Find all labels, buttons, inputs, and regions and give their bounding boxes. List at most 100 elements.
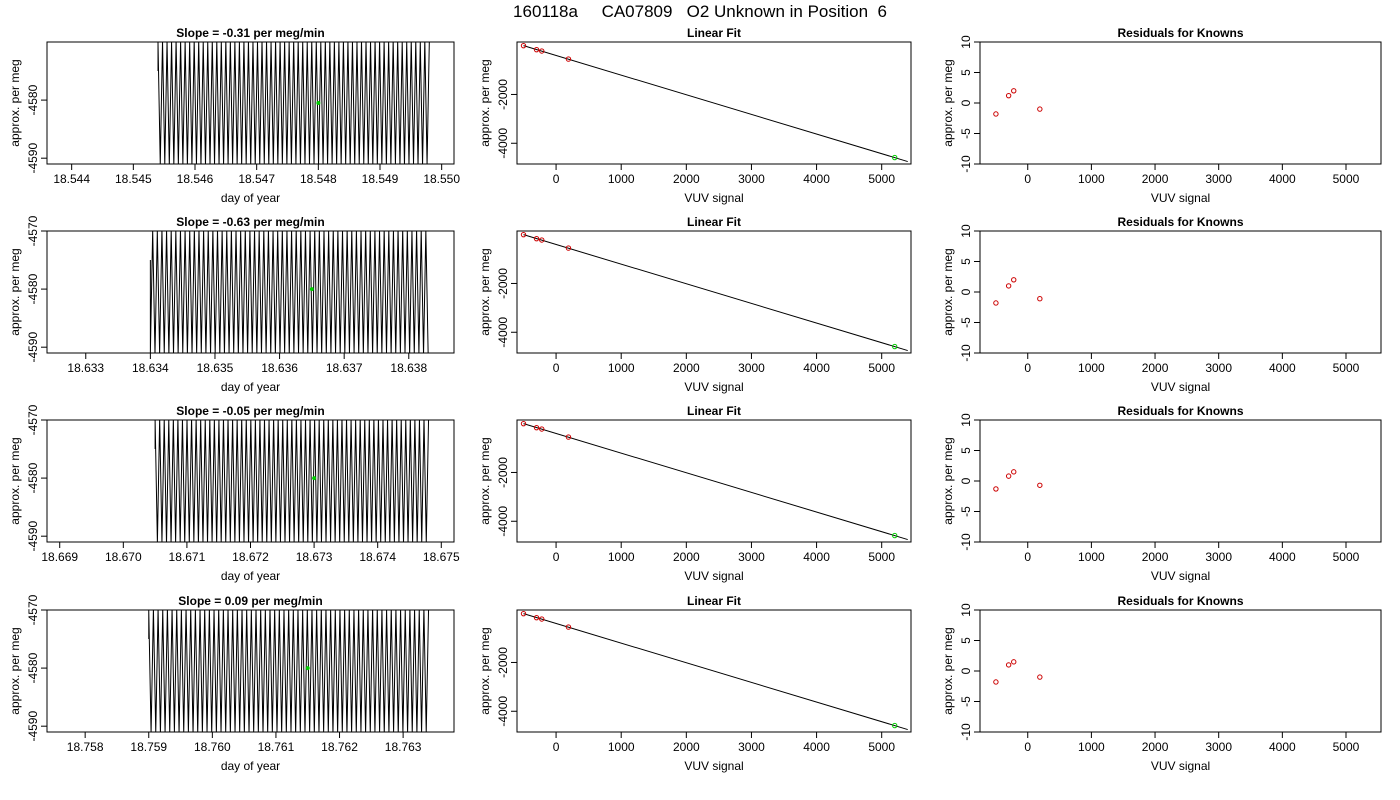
residual-point bbox=[993, 679, 999, 685]
chart-panel-time-series-2: Slope = -0.63 per meg/min 18.633 18.634 18.… bbox=[8, 215, 455, 394]
plot-frame bbox=[979, 41, 1382, 165]
known-point bbox=[533, 614, 540, 621]
x-tick-label: 2000 bbox=[1142, 361, 1169, 375]
highlight-point bbox=[305, 666, 310, 671]
known-point bbox=[539, 426, 545, 432]
x-tick-label: 5000 bbox=[868, 172, 895, 186]
known-point bbox=[539, 237, 545, 243]
residual-point bbox=[1037, 296, 1043, 302]
x-tick-label: 3000 bbox=[738, 740, 765, 754]
y-tick-label: -4580 bbox=[26, 462, 40, 493]
highlight-point bbox=[316, 101, 321, 105]
chart-panel-time-series-1: Slope = -0.31 per meg/min 18.544 18.545 18.… bbox=[8, 26, 460, 205]
panel-title: Slope = -0.05 per meg/min bbox=[176, 404, 324, 418]
x-tick-label: 18.758 bbox=[67, 740, 104, 754]
x-axis-label: day of year bbox=[221, 569, 280, 583]
x-tick-label: 5000 bbox=[1333, 550, 1360, 564]
known-point bbox=[533, 46, 540, 53]
y-axis-label: approx. per meg bbox=[8, 437, 22, 524]
plot-frame bbox=[979, 419, 1382, 543]
known-point bbox=[533, 424, 540, 431]
x-tick-label: 18.762 bbox=[321, 740, 358, 754]
plot-frame bbox=[46, 609, 455, 733]
x-tick-label: 18.633 bbox=[67, 361, 104, 375]
x-tick-label: 1000 bbox=[608, 172, 635, 186]
x-tick-label: 2000 bbox=[673, 361, 700, 375]
x-axis-label: VUV signal bbox=[684, 191, 743, 205]
x-tick-label: 1000 bbox=[608, 740, 635, 754]
known-point bbox=[520, 231, 527, 238]
x-tick-label: 18.635 bbox=[197, 361, 234, 375]
series-trace bbox=[157, 42, 430, 164]
y-tick-label: -4570 bbox=[26, 215, 40, 246]
residual-point bbox=[1005, 662, 1012, 668]
y-tick-label: -5 bbox=[959, 506, 973, 517]
x-tick-label: 2000 bbox=[1142, 740, 1169, 754]
x-tick-label: 1000 bbox=[1078, 740, 1105, 754]
y-tick-label: 0 bbox=[959, 667, 973, 674]
x-tick-label: 0 bbox=[1024, 740, 1031, 754]
fit-line bbox=[523, 45, 908, 163]
y-axis-label: approx. per meg bbox=[941, 59, 955, 146]
y-axis-label: approx. per meg bbox=[941, 627, 955, 714]
x-tick-label: 18.672 bbox=[232, 550, 269, 564]
y-tick-label: -4570 bbox=[26, 404, 40, 435]
x-tick-label: 18.548 bbox=[300, 172, 337, 186]
fit-line bbox=[523, 423, 908, 541]
x-tick-label: 1000 bbox=[1078, 550, 1105, 564]
y-tick-label: 0 bbox=[959, 477, 973, 484]
x-tick-label: 0 bbox=[553, 740, 560, 754]
plot-frame bbox=[46, 41, 455, 165]
y-tick-label: 0 bbox=[959, 99, 973, 106]
residual-point bbox=[993, 486, 999, 492]
x-tick-label: 18.670 bbox=[105, 550, 142, 564]
y-tick-label: -4570 bbox=[26, 594, 40, 625]
highlight-point bbox=[309, 287, 314, 292]
x-tick-label: 2000 bbox=[1142, 172, 1169, 186]
x-tick-label: 18.674 bbox=[359, 550, 396, 564]
x-tick-label: 0 bbox=[1024, 550, 1031, 564]
figure-title: 160118a CA07809 O2 Unknown in Position 6 bbox=[513, 2, 887, 21]
y-tick-label: -4000 bbox=[496, 317, 510, 348]
y-axis-label: approx. per meg bbox=[8, 59, 22, 146]
x-tick-label: 4000 bbox=[1269, 172, 1296, 186]
chart-panel-time-series-3: Slope = -0.05 per meg/min 18.669 18.670 18.… bbox=[8, 404, 460, 583]
x-tick-label: 18.760 bbox=[194, 740, 231, 754]
x-tick-label: 0 bbox=[1024, 172, 1031, 186]
chart-panel-linear-fit-1: Linear Fit 0 1000 2000 3000 4000 5000 -2000 -400… bbox=[478, 26, 912, 205]
x-axis-label: VUV signal bbox=[1151, 759, 1210, 773]
x-tick-label: 4000 bbox=[803, 550, 830, 564]
plot-frame bbox=[516, 419, 912, 543]
y-tick-label: -2000 bbox=[496, 79, 510, 110]
x-axis-label: VUV signal bbox=[684, 569, 743, 583]
y-tick-label: 10 bbox=[959, 35, 973, 49]
series-trace bbox=[149, 231, 429, 353]
x-tick-label: 4000 bbox=[803, 361, 830, 375]
y-tick-label: -2000 bbox=[496, 647, 510, 678]
y-axis-label: approx. per meg bbox=[478, 437, 492, 524]
y-tick-label: -5 bbox=[959, 128, 973, 139]
series-trace bbox=[148, 610, 430, 732]
x-tick-label: 4000 bbox=[1269, 740, 1296, 754]
x-tick-label: 0 bbox=[553, 172, 560, 186]
x-axis-label: day of year bbox=[221, 191, 280, 205]
panel-title: Slope = -0.31 per meg/min bbox=[176, 26, 324, 40]
x-tick-label: 18.637 bbox=[326, 361, 363, 375]
chart-panel-residuals-3: Residuals for Knowns 0 1000 2000 3000 4000 500… bbox=[941, 404, 1382, 583]
x-tick-label: 18.671 bbox=[169, 550, 206, 564]
x-tick-label: 2000 bbox=[673, 740, 700, 754]
y-tick-label: -4590 bbox=[26, 521, 40, 552]
x-tick-label: 18.759 bbox=[130, 740, 167, 754]
y-axis-label: approx. per meg bbox=[941, 437, 955, 524]
known-point bbox=[565, 56, 572, 62]
known-point bbox=[520, 420, 527, 427]
x-tick-label: 18.673 bbox=[296, 550, 333, 564]
known-point bbox=[565, 624, 572, 630]
panel-title: Residuals for Knowns bbox=[1117, 26, 1243, 40]
chart-panel-linear-fit-4: Linear Fit 0 1000 2000 3000 4000 5000 -2000 -400… bbox=[478, 594, 912, 773]
x-axis-label: VUV signal bbox=[1151, 569, 1210, 583]
y-tick-label: -4580 bbox=[26, 652, 40, 683]
fit-line bbox=[523, 613, 908, 731]
